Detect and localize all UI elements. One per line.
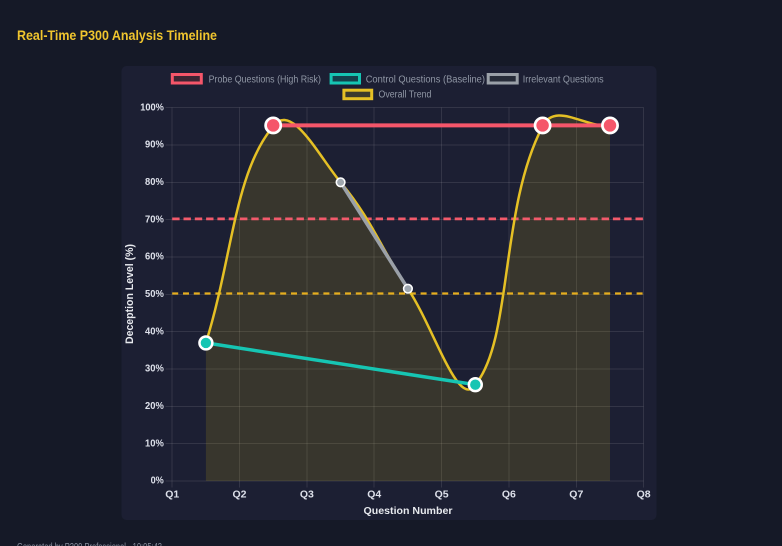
svg-text:Q4: Q4 [367,489,381,501]
svg-text:Question Number: Question Number [364,505,453,517]
svg-text:60%: 60% [145,252,164,263]
svg-text:100%: 100% [140,102,164,113]
svg-text:Irrelevant Questions: Irrelevant Questions [523,74,604,85]
svg-text:Q1: Q1 [165,489,179,501]
svg-text:Deception Level (%): Deception Level (%) [124,244,136,344]
svg-text:70%: 70% [145,214,164,225]
svg-text:Control Questions (Baseline): Control Questions (Baseline) [366,74,485,85]
svg-text:Real-Time P300 Analysis Timeli: Real-Time P300 Analysis Timeline [17,27,217,43]
svg-text:Generated by P300 Professional: Generated by P300 Professional - 10:05:4… [17,542,162,546]
svg-text:50%: 50% [145,289,164,300]
svg-text:Probe Questions (High Risk): Probe Questions (High Risk) [209,74,321,85]
svg-text:Q8: Q8 [637,489,651,501]
svg-text:Q2: Q2 [232,489,246,501]
svg-text:40%: 40% [145,326,164,337]
svg-text:80%: 80% [145,177,164,188]
svg-text:30%: 30% [145,364,164,375]
svg-text:20%: 20% [145,401,164,412]
svg-text:10%: 10% [145,438,164,449]
svg-text:Q5: Q5 [435,489,449,501]
svg-text:90%: 90% [145,140,164,151]
svg-text:Q7: Q7 [569,489,583,501]
svg-text:0%: 0% [151,476,164,487]
svg-text:Q6: Q6 [502,489,516,501]
svg-text:Q3: Q3 [300,489,314,501]
svg-text:Overall Trend: Overall Trend [379,89,432,100]
